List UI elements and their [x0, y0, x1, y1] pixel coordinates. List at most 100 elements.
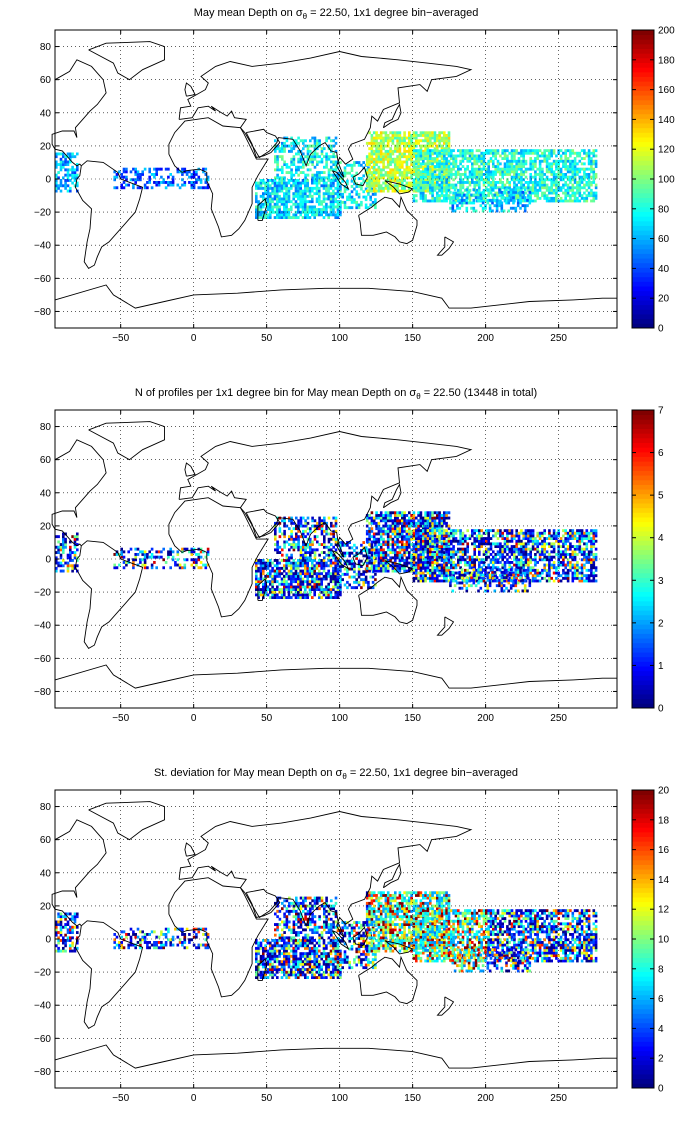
data-cell: [552, 191, 556, 195]
colorbar-tick-label: 40: [658, 264, 670, 275]
data-cell: [391, 569, 395, 573]
data-cells: [55, 511, 598, 599]
data-cell: [306, 559, 309, 562]
data-cell: [401, 529, 404, 533]
data-cell: [445, 159, 448, 163]
data-cell: [548, 178, 551, 182]
data-cell: [445, 521, 448, 525]
colorbar-segment: [632, 304, 654, 310]
data-cell: [485, 178, 488, 182]
data-cell: [294, 200, 298, 204]
data-cell: [515, 173, 518, 176]
colorbar-segment: [632, 216, 654, 222]
data-cell: [426, 165, 430, 168]
data-cell: [308, 593, 312, 597]
data-cell: [447, 131, 451, 135]
data-cell: [377, 165, 381, 169]
data-cell: [274, 535, 277, 539]
data-cell: [585, 154, 589, 158]
data-cell: [394, 179, 397, 182]
data-cell: [199, 181, 203, 184]
data-cell: [459, 188, 462, 192]
data-cell: [398, 179, 402, 182]
data-cell: [396, 155, 399, 159]
data-cell: [255, 582, 258, 586]
data-cell: [264, 189, 267, 193]
data-cell: [438, 555, 441, 559]
data-cell: [334, 585, 337, 589]
data-cell: [264, 585, 267, 589]
data-cell: [271, 566, 274, 570]
data-cell: [431, 561, 434, 564]
data-cell: [377, 134, 381, 137]
data-cell: [323, 556, 326, 560]
data-cell: [329, 580, 333, 584]
data-cell: [323, 537, 326, 541]
data-cell: [412, 551, 416, 554]
data-cell: [62, 551, 65, 554]
data-cell: [271, 590, 274, 594]
data-cell: [415, 162, 418, 166]
data-cell: [276, 213, 279, 217]
data-cell: [357, 206, 361, 210]
data-cell: [304, 535, 307, 539]
data-cell: [433, 561, 437, 564]
data-cell: [496, 167, 500, 171]
data-cell: [440, 571, 444, 575]
data-cell: [555, 159, 558, 163]
data-cell: [160, 550, 163, 554]
data-cell: [485, 167, 488, 171]
data-cell: [531, 175, 535, 179]
data-cell: [436, 511, 439, 515]
data-cell: [578, 175, 582, 179]
data-cell: [125, 170, 128, 174]
data-cell: [417, 576, 420, 580]
data-cell: [339, 566, 342, 570]
data-cell: [419, 576, 423, 580]
data-cell: [266, 574, 270, 578]
data-cell: [522, 151, 525, 155]
data-cell: [355, 192, 358, 196]
data-cell: [510, 165, 514, 168]
data-cell: [410, 171, 413, 174]
data-cell: [69, 545, 72, 549]
data-cell: [360, 163, 363, 167]
data-cell: [66, 566, 70, 570]
data-cell: [386, 559, 390, 562]
data-cell: [316, 527, 319, 531]
data-cell: [487, 159, 490, 163]
data-cell: [350, 166, 354, 170]
data-cell: [339, 192, 342, 196]
data-cell: [492, 159, 495, 163]
data-cell: [348, 551, 351, 555]
data-cell: [332, 572, 335, 576]
data-cell: [343, 562, 347, 566]
data-cell: [431, 551, 434, 554]
data-cell: [550, 186, 553, 190]
data-cell: [594, 183, 598, 187]
data-cell: [415, 199, 418, 203]
data-cell: [276, 144, 279, 148]
data-cell: [59, 553, 63, 557]
data-cell: [527, 183, 530, 187]
data-cell: [401, 532, 404, 536]
data-cell: [486, 188, 490, 192]
data-cell: [183, 170, 187, 174]
data-cell: [57, 186, 60, 190]
data-cell: [468, 181, 472, 184]
data-cell: [508, 186, 511, 190]
data-cell: [57, 184, 60, 188]
data-cell: [386, 144, 390, 148]
data-cell: [365, 189, 369, 193]
colorbar-segment: [632, 67, 654, 73]
data-cell: [136, 186, 140, 190]
data-cell: [69, 186, 72, 190]
colorbar-segment: [632, 202, 654, 208]
data-cell: [412, 194, 416, 198]
data-cell: [294, 179, 298, 182]
data-cell: [292, 179, 295, 182]
panel-mean-depth: May mean Depth on σθ = 22.50, 1x1 degree…: [0, 0, 696, 380]
data-cell: [465, 188, 469, 192]
data-cell: [353, 182, 356, 186]
data-cell: [410, 136, 413, 140]
